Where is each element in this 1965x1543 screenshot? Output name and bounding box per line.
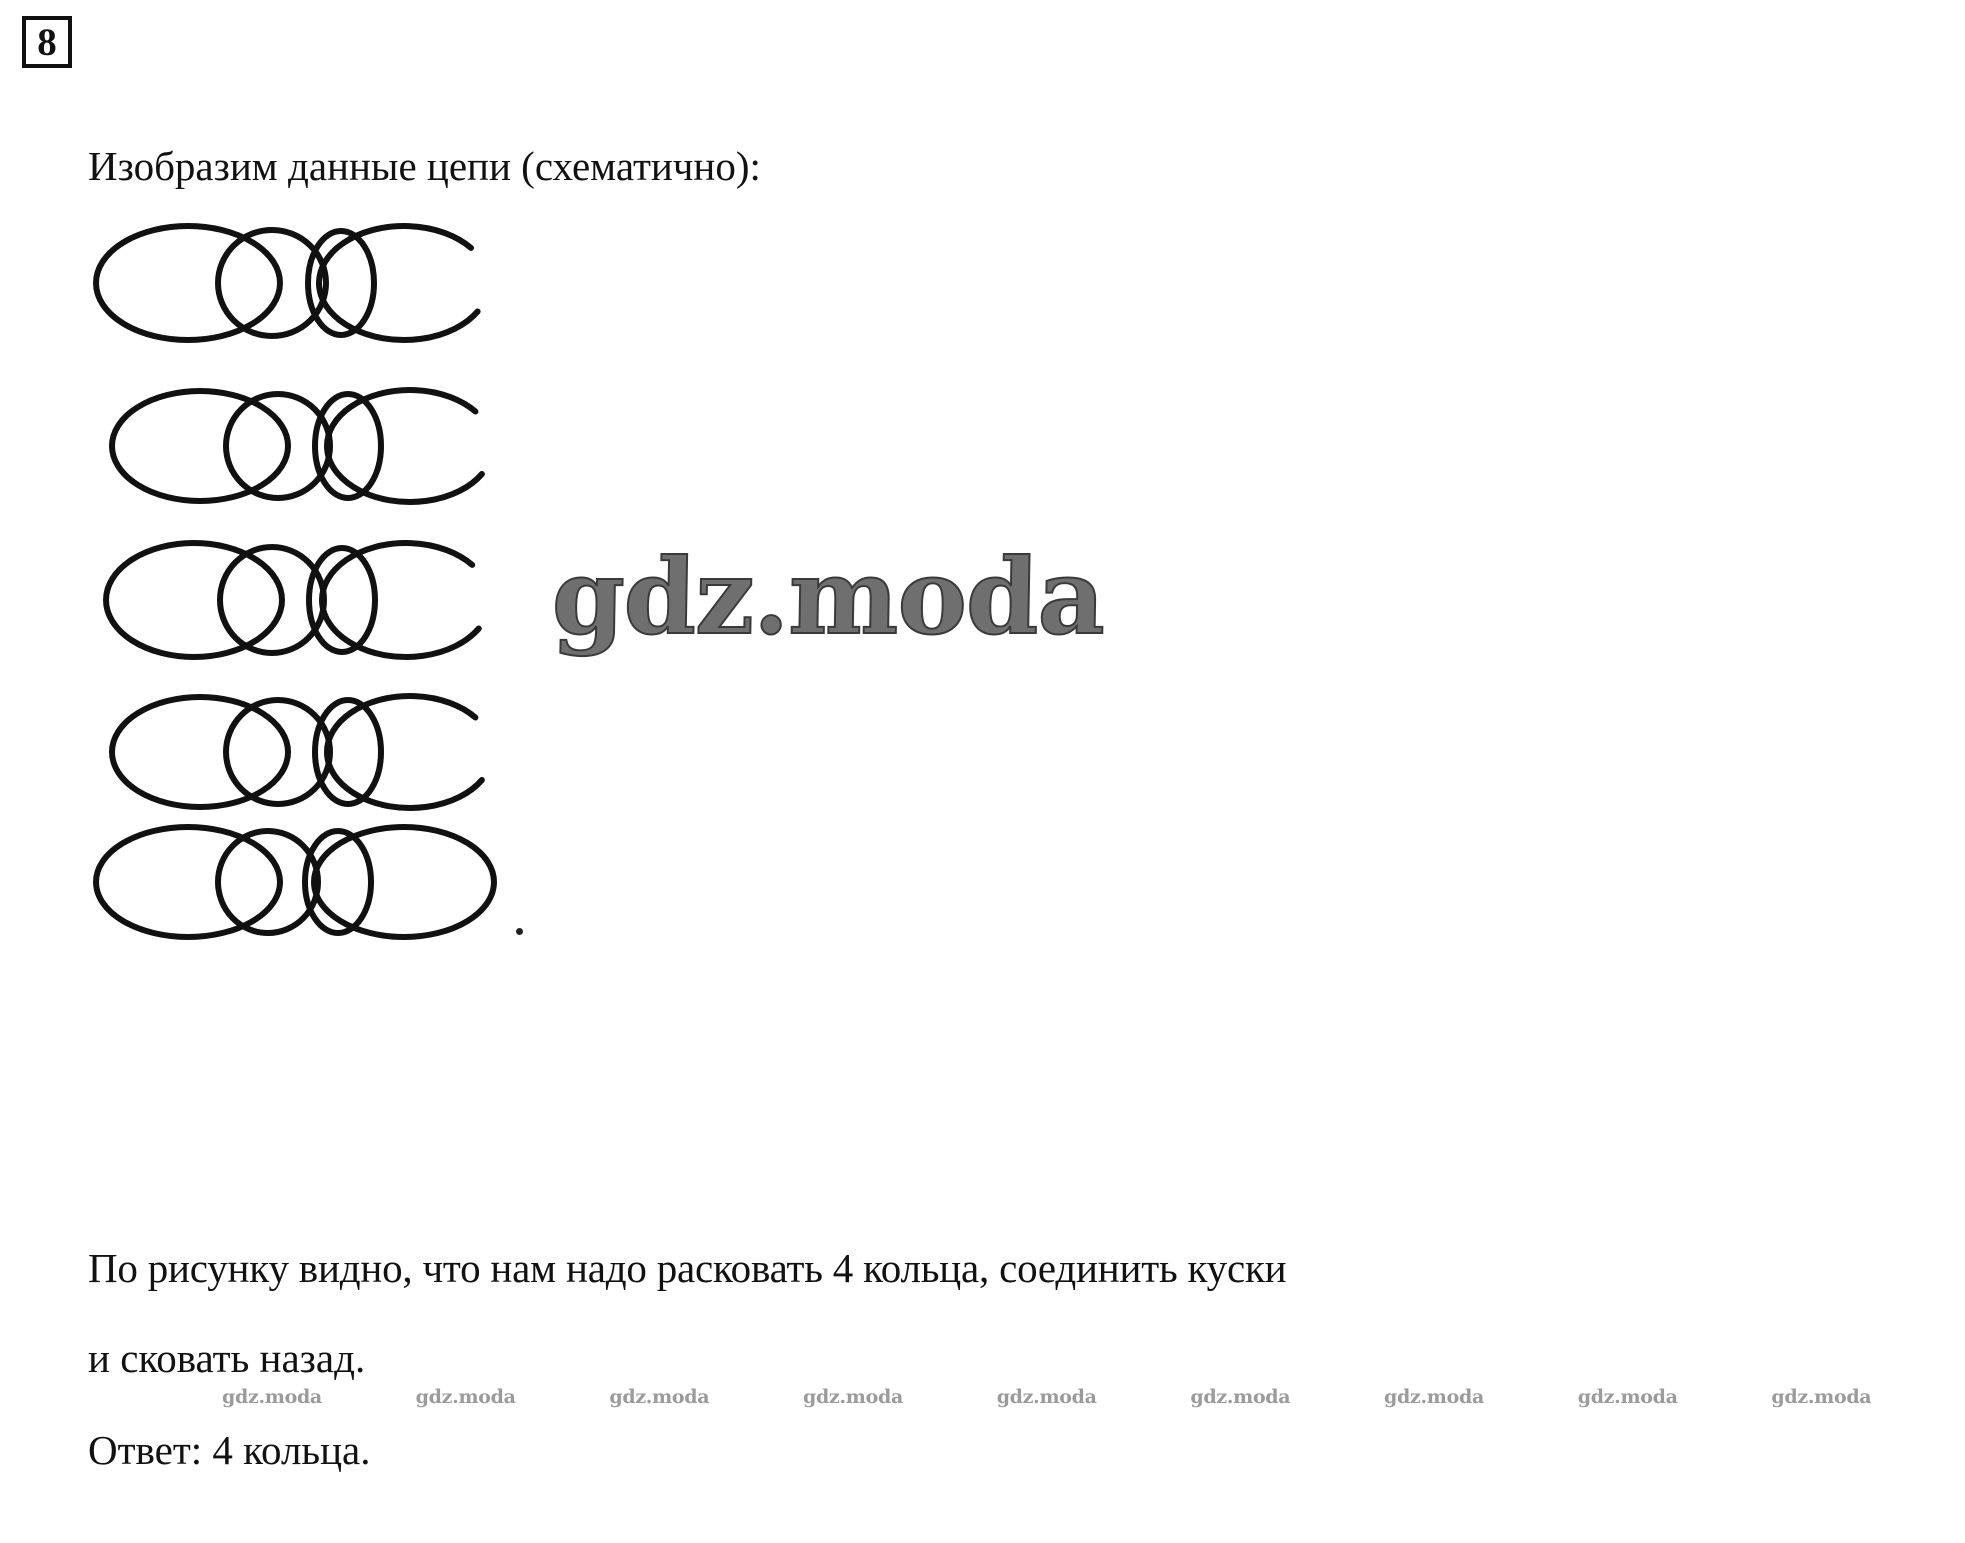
answer-text: Ответ: 4 кольца.	[88, 1427, 371, 1473]
chain-ring	[214, 828, 322, 936]
conclusion-text-line-1: По рисунку видно, что нам надо расковать…	[88, 1245, 1287, 1291]
chain-row-5	[92, 824, 498, 940]
chain-row-3	[102, 540, 482, 660]
conclusion-text-line-2: и сковать назад.	[88, 1335, 366, 1381]
chain-ring	[108, 694, 292, 810]
chain-ring	[311, 391, 385, 501]
chain-ring	[324, 693, 485, 811]
task-number-box: 8	[22, 16, 72, 68]
watermark-small: gdz.moda	[1577, 1386, 1678, 1408]
watermark-small: gdz.moda	[1771, 1386, 1872, 1408]
chain-ring	[92, 223, 284, 343]
chain-ring	[304, 228, 378, 338]
chain-ring	[222, 391, 334, 501]
chain-ring	[305, 545, 379, 655]
chain-ring	[214, 227, 330, 339]
chain-ring	[108, 388, 292, 504]
intro-text: Изобразим данные цепи (схематично):	[88, 143, 761, 189]
chain-row-1	[92, 223, 481, 343]
stray-dot-icon	[516, 928, 523, 935]
watermark-small: gdz.moda	[1384, 1386, 1484, 1408]
chain-row-4	[108, 693, 485, 811]
watermark-main: gdz.moda	[550, 534, 1106, 659]
chain-ring	[310, 824, 498, 940]
chain-ring	[216, 544, 328, 656]
chain-ring	[222, 697, 334, 807]
watermark-small: gdz.moda	[996, 1386, 1097, 1408]
watermark-small: gdz.moda	[609, 1386, 710, 1408]
watermark-small: gdz.moda	[1190, 1386, 1291, 1408]
chain-ring	[316, 223, 481, 343]
chain-ring	[311, 697, 385, 807]
watermark-small: gdz.moda	[222, 1386, 322, 1408]
watermark-row: gdz.moda gdz.moda gdz.moda gdz.moda gdz.moda…	[0, 1386, 1965, 1408]
watermark-small: gdz.moda	[803, 1386, 903, 1408]
chain-ring	[319, 540, 482, 660]
chain-row-2	[108, 387, 485, 505]
stray-dot-icon	[1018, 627, 1024, 633]
chain-ring	[102, 540, 286, 660]
watermark-small: gdz.moda	[415, 1386, 516, 1408]
chain-ring	[301, 828, 375, 936]
chain-ring	[92, 824, 284, 940]
chain-ring	[324, 387, 485, 505]
